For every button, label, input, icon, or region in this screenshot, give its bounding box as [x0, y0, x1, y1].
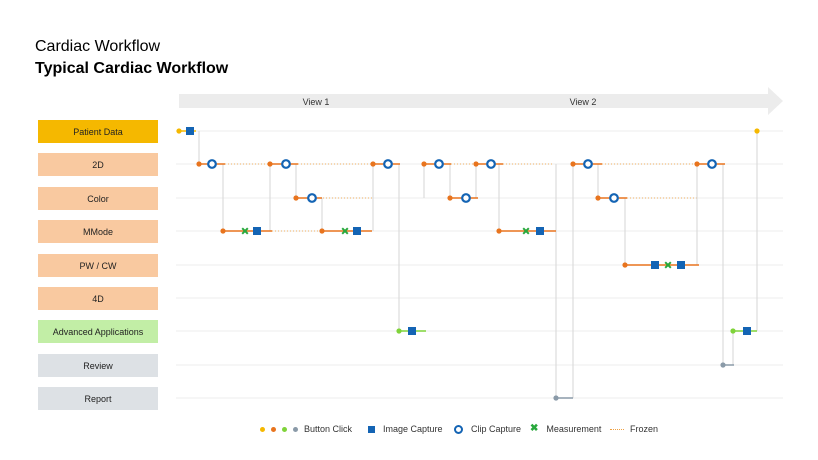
clip-capture-marker: [207, 159, 217, 169]
legend-frozen-label: Frozen: [630, 424, 659, 434]
button-click-dot: [473, 161, 479, 167]
legend-measurement: ✖ Measurement: [530, 422, 601, 436]
button-click-dot: [553, 395, 559, 401]
button-click-dot: [220, 228, 226, 234]
button-click-dot: [370, 161, 376, 167]
button-click-dot: [720, 362, 726, 368]
legend-clip-capture: Clip Capture: [454, 422, 521, 436]
legend-image-capture-label: Image Capture: [383, 424, 443, 434]
button-click-dot: [595, 195, 601, 201]
image-capture-marker: [408, 327, 416, 335]
clip-capture-marker: [281, 159, 291, 169]
image-capture-marker: [536, 227, 544, 235]
button-click-dot: [196, 161, 202, 167]
button-click-dot: [447, 195, 453, 201]
view-1-label: View 1: [303, 97, 330, 107]
button-click-dot: [293, 195, 299, 201]
clip-capture-marker: [461, 193, 471, 203]
view-arrow-band: [179, 87, 783, 115]
image-capture-marker: [253, 227, 261, 235]
clip-capture-marker: [434, 159, 444, 169]
lane-advanced-applications: Advanced Applications: [38, 320, 158, 343]
legend-image-capture: Image Capture: [368, 422, 443, 436]
clip-capture-marker: [609, 193, 619, 203]
image-capture-marker: [651, 261, 659, 269]
clip-capture-marker: [383, 159, 393, 169]
lane-4d: 4D: [38, 287, 158, 310]
legend-button-click: Button Click: [260, 422, 352, 436]
yellow-dot-icon: [260, 426, 265, 432]
button-click-dot: [421, 161, 427, 167]
image-capture-marker: [743, 327, 751, 335]
image-capture-marker: [186, 127, 194, 135]
lane-review: Review: [38, 354, 158, 377]
frozen-line-icon: [610, 428, 624, 430]
lane-report: Report: [38, 387, 158, 410]
gray-dot-icon: [293, 426, 298, 432]
button-click-dot: [694, 161, 700, 167]
legend-measurement-label: Measurement: [546, 424, 602, 434]
image-capture-icon: [368, 425, 375, 433]
button-click-dot: [176, 128, 182, 134]
lane-pw-cw: PW / CW: [38, 254, 158, 277]
green-dot-icon: [282, 426, 287, 432]
clip-capture-marker: [307, 193, 317, 203]
image-capture-marker: [677, 261, 685, 269]
button-click-dot: [496, 228, 502, 234]
measurement-marker: [341, 227, 349, 235]
lane-patient-data: Patient Data: [38, 120, 158, 143]
legend-button-click-label: Button Click: [304, 424, 353, 434]
measurement-marker: [241, 227, 249, 235]
measurement-icon: ✖: [530, 423, 539, 434]
clip-capture-marker: [486, 159, 496, 169]
button-click-dot: [730, 328, 736, 334]
button-click-dot: [570, 161, 576, 167]
button-click-dot: [396, 328, 402, 334]
image-capture-marker: [353, 227, 361, 235]
legend-frozen: Frozen: [610, 422, 658, 436]
clip-capture-marker: [707, 159, 717, 169]
lane-2d: 2D: [38, 153, 158, 176]
view-2-label: View 2: [570, 97, 597, 107]
legend-clip-capture-label: Clip Capture: [471, 424, 522, 434]
legend: Button Click Image Capture Clip Capture …: [0, 422, 818, 436]
button-click-dot: [622, 262, 628, 268]
clip-capture-icon: [454, 424, 463, 434]
orange-dot-icon: [271, 426, 276, 432]
lane-color: Color: [38, 187, 158, 210]
diagram-title: Cardiac Workflow: [35, 38, 161, 55]
lane-mmode: MMode: [38, 220, 158, 243]
measurement-marker: [664, 261, 672, 269]
diagram-subtitle: Typical Cardiac Workflow: [35, 60, 229, 77]
clip-capture-marker: [583, 159, 593, 169]
button-click-dot: [267, 161, 273, 167]
measurement-marker: [522, 227, 530, 235]
button-click-dot: [754, 128, 760, 134]
button-click-dot: [319, 228, 325, 234]
